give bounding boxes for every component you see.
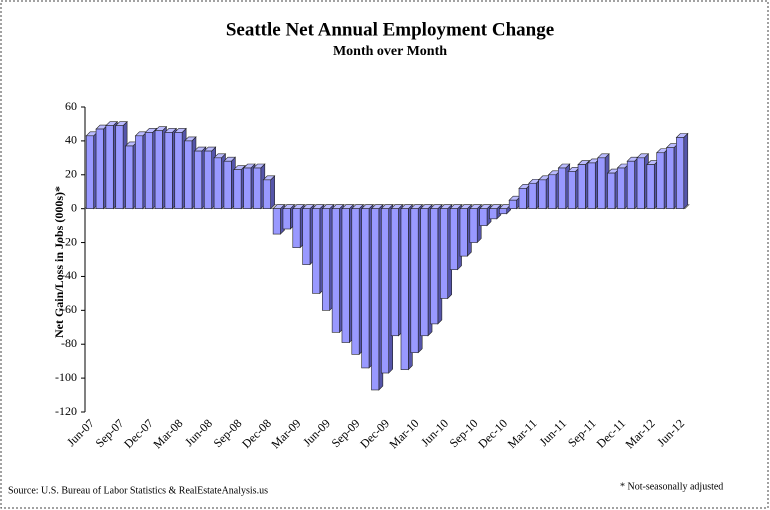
bar-front <box>469 208 478 243</box>
bar-front <box>676 137 685 209</box>
bar-front <box>459 208 468 257</box>
bar-front <box>361 208 370 369</box>
bar-front <box>499 208 508 215</box>
bar-front <box>105 125 114 209</box>
bar-front <box>144 132 153 209</box>
bar <box>675 132 689 210</box>
bar-front <box>390 208 399 337</box>
bar-front <box>174 132 183 209</box>
bar-front <box>567 171 576 209</box>
y-tick-label: 20 <box>65 167 77 181</box>
bar <box>459 203 473 257</box>
y-tick-label: -20 <box>61 234 77 248</box>
bar-front <box>577 164 586 209</box>
bar-front <box>371 208 380 391</box>
bar-front <box>302 208 311 265</box>
bar-front <box>95 128 104 209</box>
bar-front <box>617 167 626 209</box>
y-tick-label: -40 <box>61 268 77 282</box>
bar-front <box>253 167 262 209</box>
y-tick-label: -80 <box>61 336 77 350</box>
bar-front <box>125 145 134 209</box>
y-tick-label: 0 <box>71 200 77 214</box>
bar-front <box>223 160 232 209</box>
bar-front <box>351 208 360 355</box>
bar-front <box>587 162 596 209</box>
y-tick-label: -120 <box>55 404 77 418</box>
bar-front <box>430 208 439 325</box>
bar-front <box>243 167 252 209</box>
y-tick-label: 40 <box>65 133 77 147</box>
chart-subtitle: Month over Month <box>333 44 447 59</box>
bar-front <box>508 199 517 209</box>
bar-front <box>558 167 567 209</box>
bar-side <box>270 175 275 210</box>
y-axis-label: Net Gain/Loss in Jobs (000s)* <box>52 186 66 338</box>
bar-front <box>420 208 429 337</box>
bar-front <box>381 208 389 374</box>
bar <box>498 203 512 215</box>
bar-front <box>312 208 321 294</box>
y-tick-label: 60 <box>65 99 77 113</box>
bar-front <box>164 132 173 209</box>
bar-front <box>607 172 616 209</box>
chart-title: Seattle Net Annual Employment Change <box>226 19 554 40</box>
bar-front <box>528 182 537 209</box>
bar-front <box>666 147 675 209</box>
y-tick-label: -60 <box>61 302 77 316</box>
source: Source: U.S. Bureau of Labor Statistics … <box>8 485 268 496</box>
y-tick-label: -100 <box>55 370 77 384</box>
bar-front <box>489 208 498 220</box>
bar-front <box>449 208 458 270</box>
bar-side <box>683 132 689 210</box>
bar-front <box>636 157 645 209</box>
bar-front <box>597 157 606 209</box>
bar-front <box>410 208 419 353</box>
bar-front <box>548 174 557 209</box>
footnote: * Not-seasonally adjusted <box>620 481 723 492</box>
bar <box>262 175 276 210</box>
bar-front <box>262 179 271 209</box>
bar-front <box>479 208 488 226</box>
bar-front <box>626 160 635 209</box>
bar-front <box>440 208 449 299</box>
bar-front <box>213 157 222 209</box>
bar-front <box>321 208 330 311</box>
bar-front <box>656 152 665 209</box>
bar-front <box>538 179 547 209</box>
bar-front <box>331 208 340 333</box>
bar-front <box>194 150 203 209</box>
bar-front <box>184 140 193 209</box>
bar-front <box>154 130 163 209</box>
bar-front <box>341 208 350 343</box>
bar-front <box>85 135 94 209</box>
bar-front <box>292 208 301 248</box>
bar-front <box>115 125 124 209</box>
bar-front <box>646 164 655 209</box>
bar-front <box>233 169 242 209</box>
bar-front <box>272 208 281 235</box>
bar-front <box>203 150 212 209</box>
bar-front <box>518 188 527 209</box>
bar-front <box>135 135 144 209</box>
bar-front <box>400 208 409 370</box>
bar-front <box>282 208 291 230</box>
